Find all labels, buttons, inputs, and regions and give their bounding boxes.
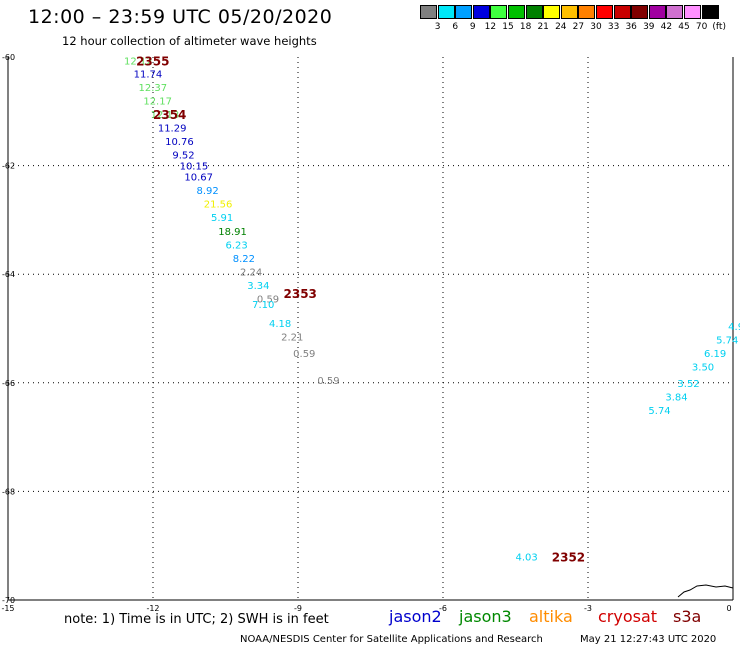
wave-height-label: 10.76 (165, 137, 194, 148)
lat-tick-label: -62 (2, 162, 15, 171)
color-swatch (508, 5, 525, 19)
wave-height-label: 2.24 (240, 267, 262, 278)
timestamp-text: May 21 12:27:43 UTC 2020 (580, 634, 717, 645)
color-scale-label: 27 (572, 22, 585, 32)
wave-height-label: 3.84 (665, 392, 687, 403)
color-swatch (596, 5, 613, 19)
footer-note: note: 1) Time is in UTC; 2) SWH is in fe… (64, 612, 329, 627)
lon-tick-label: -12 (146, 604, 159, 613)
color-swatch (666, 5, 684, 19)
lon-tick-label: -15 (1, 604, 14, 613)
color-scale-label: 15 (502, 22, 514, 32)
coastline (677, 584, 734, 598)
wave-height-label: 3.34 (247, 281, 269, 292)
color-scale-label: 3 (434, 22, 441, 32)
pass-time-label: 2354 (153, 108, 186, 122)
color-swatch (472, 5, 490, 19)
color-scale-label: 6 (452, 22, 459, 32)
color-scale-label: 42 (660, 22, 673, 32)
lat-tick-label: -60 (2, 53, 15, 62)
wave-height-label: 4.9 (728, 322, 740, 333)
wave-height-label: 21.56 (204, 200, 233, 211)
satellite-legend-item: cryosat (598, 607, 658, 626)
wave-height-label: 18.91 (218, 227, 247, 238)
lat-tick-label: -64 (2, 270, 15, 279)
color-swatch (578, 5, 596, 19)
wave-height-label: 6.23 (226, 240, 248, 251)
color-swatch (648, 5, 666, 19)
wave-height-label: 12.12 (124, 56, 153, 67)
color-swatch (437, 5, 455, 19)
pass-time-labels: 2355 2354 2353 2352 (136, 54, 585, 564)
color-scale-label: 45 (678, 22, 690, 32)
wave-height-label: 10.67 (184, 172, 213, 183)
credit-text: NOAA/NESDIS Center for Satellite Applica… (240, 634, 543, 645)
color-scale-label: 30 (590, 22, 602, 32)
satellite-legend-item: s3a (673, 607, 702, 626)
color-scale-label: 12 (484, 22, 497, 32)
satellite-legend-item: jason3 (459, 607, 512, 626)
color-scale-label: 70 (695, 22, 708, 32)
wave-height-label: 5.74 (716, 335, 738, 346)
wave-height-label: 10.15 (180, 162, 209, 173)
color-swatch (490, 5, 508, 19)
map-subtitle: 12 hour collection of altimeter wave hei… (62, 34, 317, 48)
color-swatch (455, 5, 473, 19)
wave-height-points: 12.1211.7412.3712.1712.1311.2910.769.521… (124, 56, 740, 563)
axis-labels: -60 -62 -64 -66 -68 -70-15 -12 -9 -6 -3 0 (1, 53, 731, 613)
color-swatch (560, 5, 578, 19)
pass-time-label: 2355 (136, 54, 169, 68)
pass-time-label: 2352 (552, 551, 585, 565)
pass-time-label: 2353 (284, 287, 317, 301)
wave-height-label: 4.03 (516, 553, 538, 564)
lon-tick-label: -9 (294, 604, 302, 613)
color-swatch (701, 5, 719, 19)
wave-height-label: 6.19 (704, 349, 726, 360)
satellite-legend-item: altika (529, 607, 573, 626)
wave-height-label: 0.59 (293, 349, 315, 360)
lat-lon-grid (7, 57, 734, 601)
color-scale-label: 9 (469, 22, 476, 32)
color-scale-label: 18 (519, 22, 532, 32)
wave-height-label: 11.29 (158, 124, 187, 135)
wave-height-label: 12.13 (151, 110, 180, 121)
wave-height-label: 8.22 (233, 254, 255, 265)
color-scale-label: 21 (537, 22, 549, 32)
wave-height-label: 3.52 (677, 379, 699, 390)
color-swatch (631, 5, 649, 19)
wave-height-label: 8.92 (197, 186, 219, 197)
lat-tick-label: -68 (2, 487, 15, 496)
color-scale-label: 24 (555, 22, 567, 32)
wave-height-label: 0.59 (257, 295, 279, 306)
wave-height-label: 3.50 (692, 363, 714, 374)
wave-height-label: 5.91 (211, 213, 233, 224)
lat-tick-label: -70 (2, 596, 15, 605)
wave-height-label: 9.52 (172, 151, 194, 162)
satellite-legend-item: jason2 (389, 607, 442, 626)
color-scale-label: 39 (643, 22, 655, 32)
wave-height-label: 4.18 (269, 319, 291, 330)
wave-height-label: 12.17 (143, 96, 172, 107)
wave-height-label: 5.74 (648, 406, 670, 417)
color-swatch (684, 5, 701, 19)
wave-height-label: 7.10 (252, 300, 274, 311)
wave-height-label: 12.37 (139, 83, 168, 94)
color-scale-label: 36 (625, 22, 637, 32)
lon-tick-label: -6 (439, 604, 447, 613)
color-swatch (525, 5, 543, 19)
color-swatch (420, 5, 437, 19)
color-swatch (613, 5, 631, 19)
map-title: 12:00 – 23:59 UTC 05/20/2020 (28, 6, 333, 28)
color-scale-label: (ft) (712, 22, 726, 32)
color-scale-label: 33 (607, 22, 620, 32)
lat-tick-label: -66 (2, 379, 15, 388)
lon-tick-label: -3 (584, 604, 592, 613)
wave-height-label: 0.59 (317, 376, 339, 387)
wave-height-label: 11.74 (134, 69, 163, 80)
color-swatch (543, 5, 561, 19)
wave-height-label: 2.21 (281, 333, 303, 344)
lon-tick-label: 0 (726, 604, 731, 613)
